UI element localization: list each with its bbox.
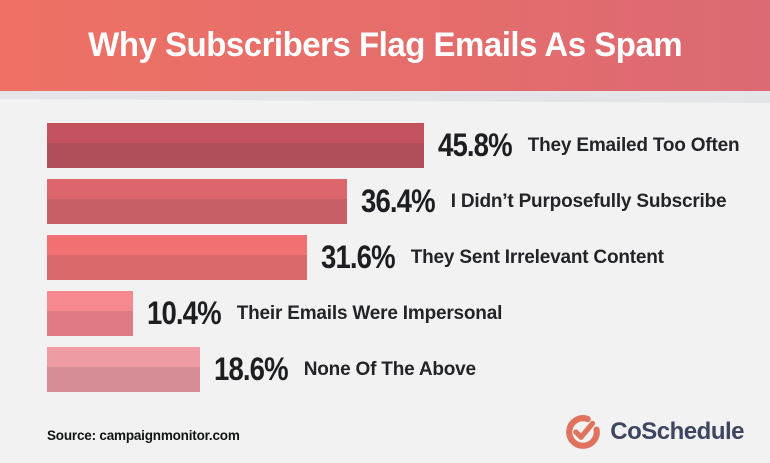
bar xyxy=(47,347,200,392)
bar xyxy=(47,123,424,168)
bar-row: 45.8% They Emailed Too Often xyxy=(47,123,747,168)
bar-row: 18.6% None Of The Above xyxy=(47,347,747,392)
value-label: 45.8% xyxy=(438,127,513,163)
header-banner: Why Subscribers Flag Emails As Spam xyxy=(0,0,770,91)
category-label: They Emailed Too Often xyxy=(527,134,740,156)
bar-row: 10.4% Their Emails Were Impersonal xyxy=(47,291,747,336)
value-label: 18.6% xyxy=(214,351,289,387)
category-label: Their Emails Were Impersonal xyxy=(236,302,503,324)
bar xyxy=(47,235,307,280)
bar-row: 31.6% They Sent Irrelevant Content xyxy=(47,235,747,280)
value-label: 36.4% xyxy=(361,183,436,219)
page-title: Why Subscribers Flag Emails As Spam xyxy=(88,26,682,64)
source-attribution: Source: campaignmonitor.com xyxy=(47,428,240,443)
bar-chart: 45.8% They Emailed Too Often 36.4% I Didn’t… xyxy=(47,123,747,403)
value-label: 10.4% xyxy=(147,295,222,331)
bar xyxy=(47,291,133,336)
coschedule-check-icon xyxy=(566,415,601,449)
category-label: They Sent Irrelevant Content xyxy=(410,246,664,268)
bar-row: 36.4% I Didn’t Purposefully Subscribe xyxy=(47,179,747,224)
category-label: None Of The Above xyxy=(303,358,476,380)
brand-name: CoSchedule xyxy=(610,418,744,445)
bar xyxy=(47,179,347,224)
value-label: 31.6% xyxy=(321,239,396,275)
category-label: I Didn’t Purposefully Subscribe xyxy=(450,190,727,212)
header-fold-divider xyxy=(0,91,770,103)
brand-logo: CoSchedule xyxy=(564,413,744,451)
